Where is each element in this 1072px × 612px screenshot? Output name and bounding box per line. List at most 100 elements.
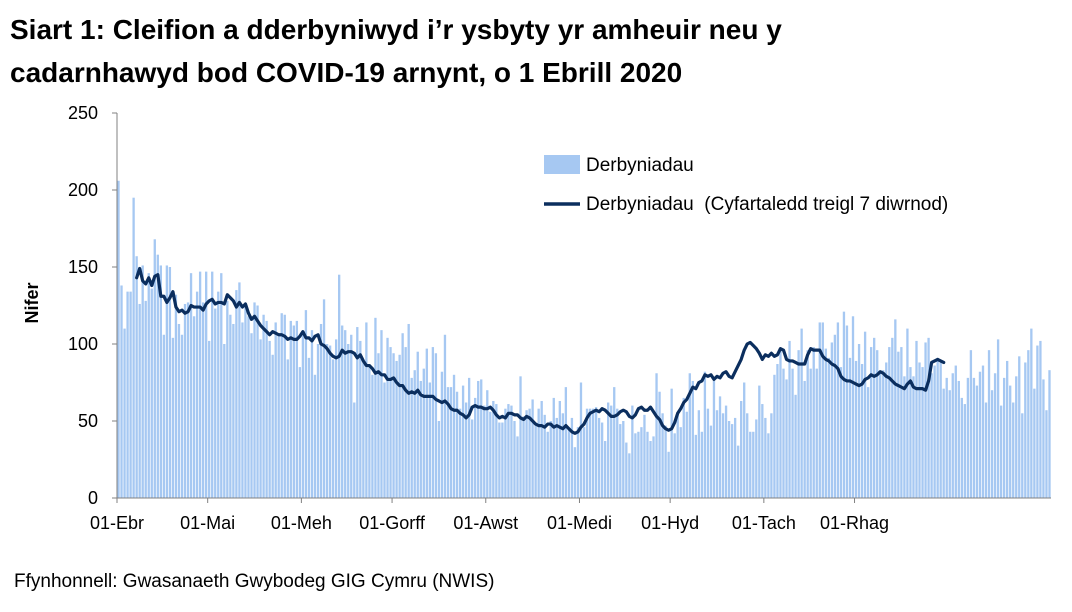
bar	[842, 311, 846, 498]
bar	[398, 354, 401, 498]
bar	[383, 382, 386, 498]
bar	[758, 385, 761, 498]
bar	[516, 436, 519, 498]
bar	[634, 433, 637, 498]
bar	[688, 373, 691, 498]
x-tick-label: 01-Tach	[732, 513, 796, 533]
y-tick-label: 250	[68, 103, 98, 123]
bar	[156, 254, 159, 498]
bar	[1036, 345, 1039, 498]
bar	[328, 345, 332, 498]
bar	[637, 431, 640, 498]
bar	[767, 433, 770, 498]
bar	[422, 368, 425, 498]
bar	[407, 323, 410, 498]
bar	[709, 425, 713, 498]
bar	[897, 351, 900, 498]
bar	[126, 291, 129, 498]
bar	[736, 445, 740, 498]
bar	[854, 360, 858, 498]
bar	[1018, 356, 1021, 498]
bar	[132, 197, 135, 498]
bar	[223, 344, 226, 498]
bar	[350, 334, 353, 498]
bar	[537, 408, 540, 498]
bar	[848, 357, 852, 498]
bar	[226, 300, 229, 498]
bar	[271, 354, 274, 498]
bar	[555, 417, 558, 498]
y-tick-label: 100	[68, 334, 98, 354]
bar	[268, 340, 271, 498]
bar	[365, 322, 368, 498]
bar	[610, 405, 613, 498]
bar	[712, 380, 716, 498]
bar	[313, 374, 317, 498]
bar	[993, 373, 997, 498]
bar	[743, 382, 746, 498]
bar-series	[117, 180, 1051, 498]
bar	[945, 377, 948, 498]
bar	[277, 333, 280, 498]
bar	[591, 408, 595, 498]
bar	[380, 330, 383, 498]
y-axis-label: Nifer	[22, 282, 42, 323]
bar	[477, 380, 480, 498]
bar	[492, 400, 495, 498]
bar	[594, 407, 598, 498]
bar	[356, 327, 359, 498]
bar	[413, 370, 416, 498]
bar	[528, 408, 531, 498]
bar	[419, 380, 422, 498]
bar	[588, 408, 592, 498]
x-tick-label: 01-Ebr	[90, 513, 144, 533]
bar	[334, 339, 338, 498]
bar	[697, 410, 701, 498]
x-tick-label: 01-Gorff	[359, 513, 426, 533]
bar	[522, 416, 525, 498]
y-tick-label: 200	[68, 180, 98, 200]
bar	[117, 180, 120, 498]
bar	[434, 353, 438, 498]
bar	[174, 294, 178, 498]
bar	[960, 397, 963, 498]
bar	[165, 265, 169, 498]
bar	[1024, 362, 1027, 498]
bar	[392, 353, 395, 498]
bar	[1015, 376, 1018, 498]
bar	[135, 256, 138, 498]
bar	[963, 404, 967, 498]
bar	[247, 316, 250, 498]
bar	[368, 364, 371, 498]
bar	[147, 273, 150, 498]
bar	[513, 421, 516, 498]
bar	[797, 350, 800, 498]
bar	[189, 273, 193, 498]
bar	[915, 340, 918, 498]
bar	[869, 347, 873, 498]
bar	[582, 427, 586, 498]
bar	[570, 417, 574, 498]
bar	[265, 320, 268, 498]
bar	[241, 322, 244, 498]
bar	[655, 373, 658, 498]
bar	[927, 337, 930, 498]
bar	[310, 330, 314, 498]
bar	[525, 410, 528, 498]
bar	[150, 288, 153, 498]
bar	[253, 302, 256, 498]
bar	[449, 387, 453, 498]
bar	[640, 427, 643, 498]
chart-title: Siart 1: Cleifion a dderbyniwyd i’r ysby…	[10, 8, 1060, 94]
x-tick-label: 01-Hyd	[641, 513, 699, 533]
bar	[286, 359, 289, 498]
bar	[238, 282, 241, 498]
bar	[939, 362, 942, 498]
bar	[428, 382, 431, 498]
bar	[401, 333, 404, 498]
bar	[1021, 413, 1024, 498]
x-tick-label: 01-Awst	[453, 513, 518, 533]
bar	[682, 397, 685, 498]
bar	[359, 340, 362, 498]
bar	[1045, 410, 1048, 498]
